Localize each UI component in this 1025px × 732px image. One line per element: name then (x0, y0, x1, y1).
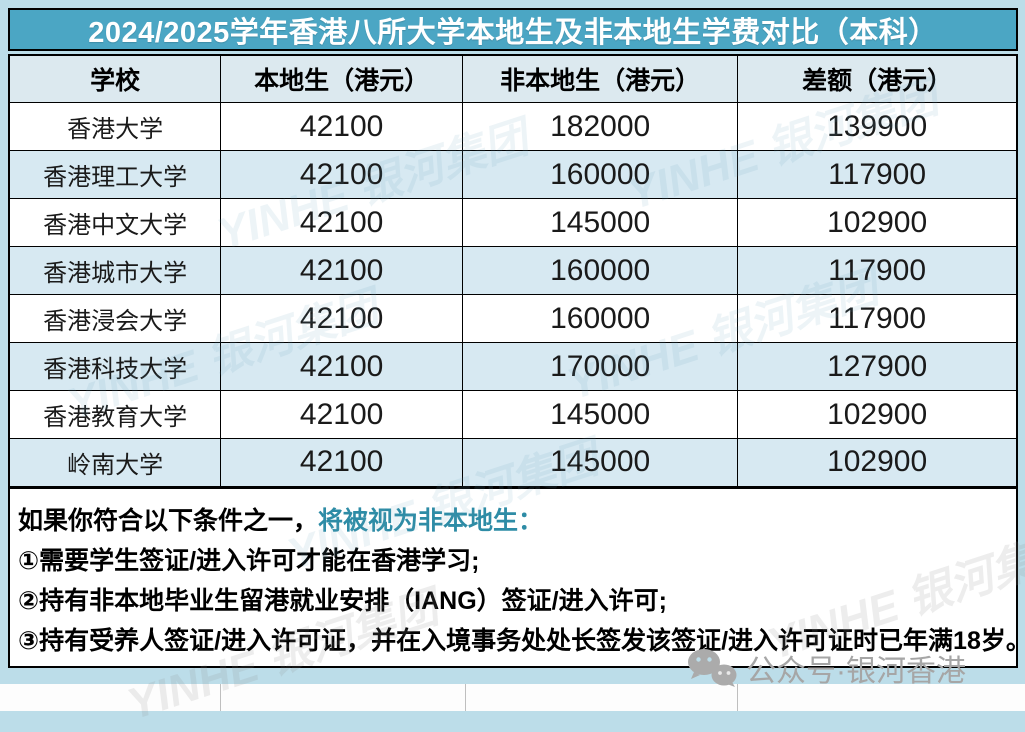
local-fee-cell: 42100 (220, 438, 464, 487)
school-cell: 香港科技大学 (8, 342, 222, 391)
diff-cell: 139900 (737, 102, 1018, 151)
table-row: 岭南大学 42100 145000 102900 (8, 438, 1018, 487)
local-fee-cell: 42100 (220, 102, 464, 151)
local-fee-cell: 42100 (220, 198, 464, 247)
diff-cell: 117900 (737, 294, 1018, 343)
school-cell: 香港教育大学 (8, 390, 222, 439)
school-cell: 香港理工大学 (8, 150, 222, 199)
school-cell: 香港大学 (8, 102, 222, 151)
diff-cell: 117900 (737, 150, 1018, 199)
school-cell: 香港浸会大学 (8, 294, 222, 343)
nonlocal-fee-cell: 182000 (462, 102, 739, 151)
note-line: ②持有非本地毕业生留港就业安排（IANG）签证/进入许可; (18, 586, 667, 615)
diff-cell: 102900 (737, 438, 1018, 487)
table-row: 香港浸会大学 42100 160000 117900 (8, 294, 1018, 343)
diff-cell: 102900 (737, 390, 1018, 439)
col-header-diff: 差额（港元） (737, 54, 1018, 103)
local-fee-cell: 42100 (220, 246, 464, 295)
nonlocal-fee-cell: 170000 (462, 342, 739, 391)
fee-comparison-sheet: 2024/2025学年香港八所大学本地生及非本地生学费对比（本科） 学校 本地生… (8, 8, 1025, 668)
nonlocal-fee-cell: 160000 (462, 246, 739, 295)
nonlocal-fee-cell: 160000 (462, 150, 739, 199)
grid-line (465, 684, 466, 711)
table-row: 香港大学 42100 182000 139900 (8, 102, 1018, 151)
col-header-nonlocal: 非本地生（港元） (462, 54, 739, 103)
nonlocal-fee-cell: 145000 (462, 390, 739, 439)
wechat-icon (688, 649, 737, 687)
school-cell: 岭南大学 (8, 438, 222, 487)
nonlocal-fee-cell: 145000 (462, 198, 739, 247)
note-line: ③持有受养人签证/进入许可证，并在入境事务处处长签发该签证/进入许可证时已年满1… (18, 626, 1025, 655)
diff-cell: 102900 (737, 198, 1018, 247)
col-header-local: 本地生（港元） (220, 54, 464, 103)
table-row: 香港科技大学 42100 170000 127900 (8, 342, 1018, 391)
fee-table: 学校 本地生（港元） 非本地生（港元） 差额（港元） 香港大学 42100 18… (8, 54, 1018, 488)
wechat-label: 公众号·银河香港 (746, 655, 966, 688)
diff-cell: 127900 (737, 342, 1018, 391)
grid-line (737, 684, 738, 711)
local-fee-cell: 42100 (220, 294, 464, 343)
note-intro-plain: 如果你符合以下条件之一， (18, 506, 319, 535)
school-cell: 香港中文大学 (8, 198, 222, 247)
bottom-grid-strip (0, 684, 1025, 711)
page-title: 2024/2025学年香港八所大学本地生及非本地生学费对比（本科） (8, 8, 1018, 51)
grid-line (220, 684, 221, 711)
table-row: 香港中文大学 42100 145000 102900 (8, 198, 1018, 247)
note-intro: 如果你符合以下条件之一，将被视为非本地生： (18, 501, 1006, 541)
nonlocal-fee-cell: 145000 (462, 438, 739, 487)
note-intro-highlight: 将被视为非本地生： (318, 506, 544, 535)
note-line: ①需要学生签证/进入许可才能在香港学习; (18, 546, 480, 575)
local-fee-cell: 42100 (220, 390, 464, 439)
table-row: 香港理工大学 42100 160000 117900 (8, 150, 1018, 199)
local-fee-cell: 42100 (220, 150, 464, 199)
col-header-school: 学校 (8, 54, 222, 103)
table-row: 香港城市大学 42100 160000 117900 (8, 246, 1018, 295)
notes-panel: 如果你符合以下条件之一，将被视为非本地生： ①需要学生签证/进入许可才能在香港学… (8, 487, 1025, 668)
school-cell: 香港城市大学 (8, 246, 222, 295)
local-fee-cell: 42100 (220, 342, 464, 391)
table-row: 香港教育大学 42100 145000 102900 (8, 390, 1018, 439)
diff-cell: 117900 (737, 246, 1018, 295)
nonlocal-fee-cell: 160000 (462, 294, 739, 343)
wechat-branding: 公众号·银河香港 (686, 646, 966, 690)
header-row: 学校 本地生（港元） 非本地生（港元） 差额（港元） (8, 54, 1018, 103)
